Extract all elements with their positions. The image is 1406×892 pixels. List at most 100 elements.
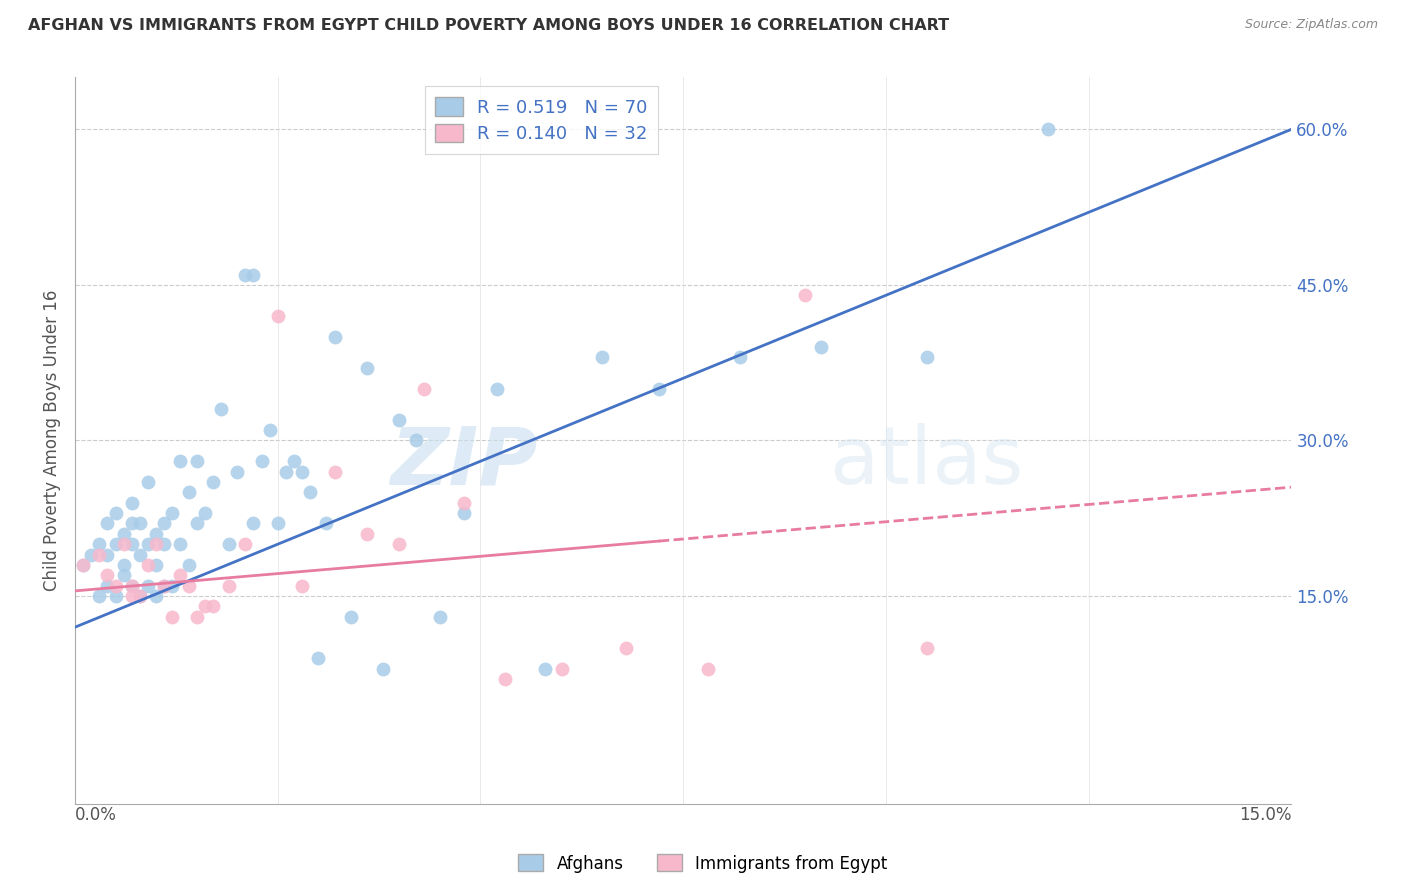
Point xyxy=(405,434,427,448)
Point xyxy=(128,548,150,562)
Point xyxy=(72,558,94,572)
Point xyxy=(121,516,143,531)
Point xyxy=(250,454,273,468)
Point xyxy=(80,548,103,562)
Point xyxy=(128,589,150,603)
Point xyxy=(177,485,200,500)
Point xyxy=(299,485,322,500)
Point xyxy=(339,609,361,624)
Point xyxy=(494,672,516,686)
Point xyxy=(112,568,135,582)
Text: atlas: atlas xyxy=(830,424,1024,501)
Point xyxy=(259,423,281,437)
Point xyxy=(194,599,217,614)
Point xyxy=(104,579,127,593)
Point xyxy=(201,475,224,489)
Text: 15.0%: 15.0% xyxy=(1239,805,1292,823)
Point xyxy=(186,516,208,531)
Y-axis label: Child Poverty Among Boys Under 16: Child Poverty Among Boys Under 16 xyxy=(44,290,60,591)
Text: 0.0%: 0.0% xyxy=(75,805,117,823)
Point xyxy=(104,506,127,520)
Point xyxy=(323,330,346,344)
Point xyxy=(153,516,176,531)
Point xyxy=(72,558,94,572)
Point xyxy=(373,662,395,676)
Point xyxy=(648,382,671,396)
Point xyxy=(315,516,337,531)
Point xyxy=(177,558,200,572)
Point xyxy=(153,579,176,593)
Point xyxy=(242,268,264,282)
Point xyxy=(145,589,167,603)
Point xyxy=(89,537,111,551)
Point xyxy=(388,413,411,427)
Point xyxy=(201,599,224,614)
Point xyxy=(696,662,718,676)
Point xyxy=(291,465,314,479)
Point xyxy=(121,537,143,551)
Point xyxy=(128,589,150,603)
Point xyxy=(616,640,638,655)
Point xyxy=(233,268,256,282)
Legend: Afghans, Immigrants from Egypt: Afghans, Immigrants from Egypt xyxy=(512,847,894,880)
Point xyxy=(453,496,475,510)
Point xyxy=(96,579,118,593)
Point xyxy=(112,537,135,551)
Point xyxy=(218,537,240,551)
Point xyxy=(485,382,508,396)
Point xyxy=(728,351,751,365)
Point xyxy=(242,516,264,531)
Point xyxy=(186,454,208,468)
Point xyxy=(591,351,613,365)
Point xyxy=(169,454,191,468)
Point xyxy=(121,579,143,593)
Text: Source: ZipAtlas.com: Source: ZipAtlas.com xyxy=(1244,18,1378,31)
Point xyxy=(136,475,159,489)
Text: ZIP: ZIP xyxy=(389,424,537,501)
Point xyxy=(128,516,150,531)
Point xyxy=(283,454,305,468)
Point xyxy=(121,589,143,603)
Point xyxy=(136,579,159,593)
Point xyxy=(412,382,434,396)
Point xyxy=(153,579,176,593)
Point xyxy=(177,579,200,593)
Point xyxy=(162,579,184,593)
Point xyxy=(915,640,938,655)
Point xyxy=(226,465,249,479)
Point xyxy=(233,537,256,551)
Legend: R = 0.519   N = 70, R = 0.140   N = 32: R = 0.519 N = 70, R = 0.140 N = 32 xyxy=(425,87,658,154)
Point xyxy=(356,360,378,375)
Text: AFGHAN VS IMMIGRANTS FROM EGYPT CHILD POVERTY AMONG BOYS UNDER 16 CORRELATION CH: AFGHAN VS IMMIGRANTS FROM EGYPT CHILD PO… xyxy=(28,18,949,33)
Point xyxy=(274,465,297,479)
Point xyxy=(162,609,184,624)
Point xyxy=(267,516,290,531)
Point xyxy=(145,558,167,572)
Point xyxy=(323,465,346,479)
Point xyxy=(145,537,167,551)
Point xyxy=(121,579,143,593)
Point xyxy=(136,558,159,572)
Point xyxy=(186,609,208,624)
Point xyxy=(793,288,815,302)
Point xyxy=(89,589,111,603)
Point xyxy=(429,609,451,624)
Point xyxy=(356,526,378,541)
Point xyxy=(169,537,191,551)
Point xyxy=(96,516,118,531)
Point xyxy=(153,537,176,551)
Point xyxy=(209,402,232,417)
Point xyxy=(121,496,143,510)
Point xyxy=(112,526,135,541)
Point xyxy=(267,309,290,323)
Point xyxy=(96,548,118,562)
Point xyxy=(453,506,475,520)
Point xyxy=(534,662,557,676)
Point xyxy=(291,579,314,593)
Point xyxy=(388,537,411,551)
Point xyxy=(136,537,159,551)
Point xyxy=(218,579,240,593)
Point xyxy=(112,558,135,572)
Point xyxy=(550,662,572,676)
Point xyxy=(96,568,118,582)
